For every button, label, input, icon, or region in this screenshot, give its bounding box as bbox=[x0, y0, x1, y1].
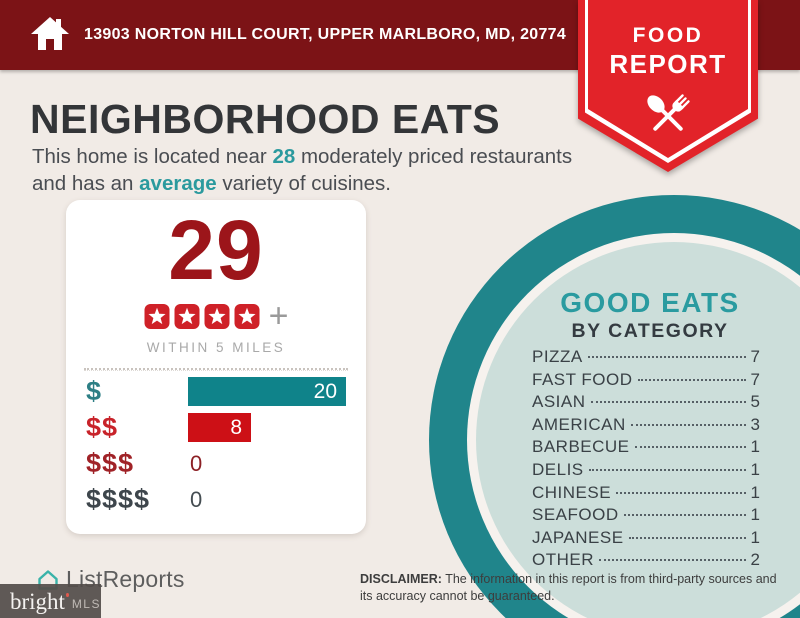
star-icon bbox=[234, 303, 260, 329]
restaurant-count: 28 bbox=[272, 145, 296, 168]
category-row: ASIAN 5 bbox=[532, 392, 760, 415]
plus-sign: + bbox=[268, 297, 289, 335]
category-list: PIZZA 7 FAST FOOD 7 ASIAN 5 AMERICAN 3 BARBECUE 1… bbox=[532, 347, 760, 573]
trademark-dot bbox=[65, 593, 69, 597]
category-count: 5 bbox=[750, 392, 760, 412]
mls-label: MLS bbox=[71, 597, 101, 611]
star-icons bbox=[144, 303, 260, 330]
intro-seg1: This home is located near bbox=[32, 145, 273, 168]
page-title: NEIGHBORHOOD EATS bbox=[30, 96, 501, 142]
category-row: CHINESE 1 bbox=[532, 483, 760, 506]
star-rating-row: + bbox=[66, 299, 366, 333]
price-level-label: $$$$ bbox=[86, 484, 151, 514]
badge-label-report: REPORT bbox=[609, 49, 727, 79]
home-icon bbox=[31, 17, 69, 50]
category-row: SEAFOOD 1 bbox=[532, 505, 760, 528]
dotted-leader bbox=[599, 559, 746, 562]
badge-content: FOOD REPORT bbox=[578, 0, 758, 151]
bar-zone: 8 bbox=[188, 413, 346, 442]
disclaimer-text: DISCLAIMER: The information in this repo… bbox=[360, 571, 790, 605]
category-label: CHINESE bbox=[532, 482, 612, 502]
crossed-spoon-fork-icon bbox=[647, 94, 690, 131]
price-level-label: $$$ bbox=[86, 448, 135, 478]
category-row: DELIS 1 bbox=[532, 460, 760, 483]
price-bar: 20 bbox=[188, 377, 346, 406]
category-row: PIZZA 7 bbox=[532, 347, 760, 370]
dotted-divider bbox=[84, 368, 348, 371]
category-row: BARBECUE 1 bbox=[532, 437, 760, 460]
price-level-bar-chart: $20 $$ 8 $$$ 0 $$$$ 0 bbox=[66, 371, 366, 514]
category-count: 3 bbox=[750, 414, 760, 434]
price-level-label: $$ bbox=[86, 412, 119, 442]
price-row: $$$ 0 bbox=[86, 448, 346, 478]
category-row: FAST FOOD 7 bbox=[532, 370, 760, 393]
category-label: PIZZA bbox=[532, 347, 583, 366]
badge-label-food: FOOD bbox=[632, 24, 704, 47]
intro-seg3: variety of cuisines. bbox=[216, 172, 391, 196]
category-label: ASIAN bbox=[532, 392, 586, 412]
dotted-leader bbox=[634, 446, 746, 449]
bright-wordmark: bright bbox=[10, 588, 65, 614]
property-address: 13903 NORTON HILL COURT, UPPER MARLBORO,… bbox=[84, 25, 567, 43]
category-label: AMERICAN bbox=[532, 414, 626, 434]
category-label: BARBECUE bbox=[532, 437, 630, 457]
category-row: JAPANESE 1 bbox=[532, 528, 760, 551]
pale-inner-circle bbox=[476, 242, 800, 618]
dotted-leader bbox=[637, 378, 746, 381]
good-eats-heading: GOOD EATS BY CATEGORY bbox=[500, 287, 800, 343]
category-label: JAPANESE bbox=[532, 527, 624, 547]
variety-highlight: average bbox=[139, 172, 217, 196]
category-count: 7 bbox=[750, 347, 760, 366]
dotted-leader bbox=[628, 536, 746, 539]
bar-zone: 20 bbox=[188, 377, 346, 406]
star-icon bbox=[204, 303, 230, 329]
dotted-leader bbox=[587, 356, 746, 358]
good-eats-subtitle: BY CATEGORY bbox=[571, 320, 729, 342]
dotted-leader bbox=[588, 468, 746, 471]
bright-mls-watermark: bright MLS bbox=[0, 584, 101, 618]
category-count: 1 bbox=[750, 527, 760, 547]
price-zero-value: 0 bbox=[190, 486, 203, 512]
price-bar: 8 bbox=[188, 413, 251, 442]
dotted-leader bbox=[630, 423, 746, 426]
star-icon bbox=[144, 303, 170, 329]
category-count: 1 bbox=[750, 505, 760, 525]
category-count: 7 bbox=[750, 369, 760, 389]
category-count: 1 bbox=[750, 437, 760, 457]
category-label: SEAFOOD bbox=[532, 505, 619, 525]
bar-zone: 0 bbox=[188, 451, 346, 477]
disclaimer-label: DISCLAIMER: bbox=[360, 572, 442, 586]
category-label: DELIS bbox=[532, 459, 584, 479]
price-row: $20 bbox=[86, 376, 346, 406]
dotted-leader bbox=[616, 491, 746, 494]
price-row: $$ 8 bbox=[86, 412, 346, 442]
category-label: FAST FOOD bbox=[532, 369, 633, 389]
category-count: 1 bbox=[750, 459, 760, 479]
price-zero-value: 0 bbox=[190, 450, 203, 476]
bar-zone: 0 bbox=[188, 487, 346, 513]
intro-sentence: This home is located near 28 moderately … bbox=[32, 143, 580, 197]
dotted-leader bbox=[590, 401, 746, 404]
price-row: $$$$ 0 bbox=[86, 484, 346, 514]
star-icon bbox=[174, 303, 200, 329]
food-report-badge: FOOD REPORT bbox=[578, 0, 758, 172]
total-restaurant-count: 29 bbox=[168, 203, 264, 297]
intro-seg2: moderately priced restaurants and has an bbox=[32, 145, 573, 196]
dotted-leader bbox=[623, 514, 746, 517]
price-level-label: $ bbox=[86, 376, 103, 406]
category-label: OTHER bbox=[532, 550, 594, 570]
radius-caption: WITHIN 5 MILES bbox=[146, 340, 286, 355]
restaurant-summary-card: 29 + WITHIN 5 MILES $20 $$ 8 $$$ 0 $$$$ 0 bbox=[66, 200, 366, 534]
disclaimer-body: The information in this report is from t… bbox=[360, 572, 777, 603]
category-count: 1 bbox=[750, 482, 760, 502]
category-row: OTHER 2 bbox=[532, 550, 760, 573]
category-row: AMERICAN 3 bbox=[532, 415, 760, 438]
good-eats-title: GOOD EATS bbox=[560, 287, 740, 318]
category-count: 2 bbox=[750, 550, 760, 570]
